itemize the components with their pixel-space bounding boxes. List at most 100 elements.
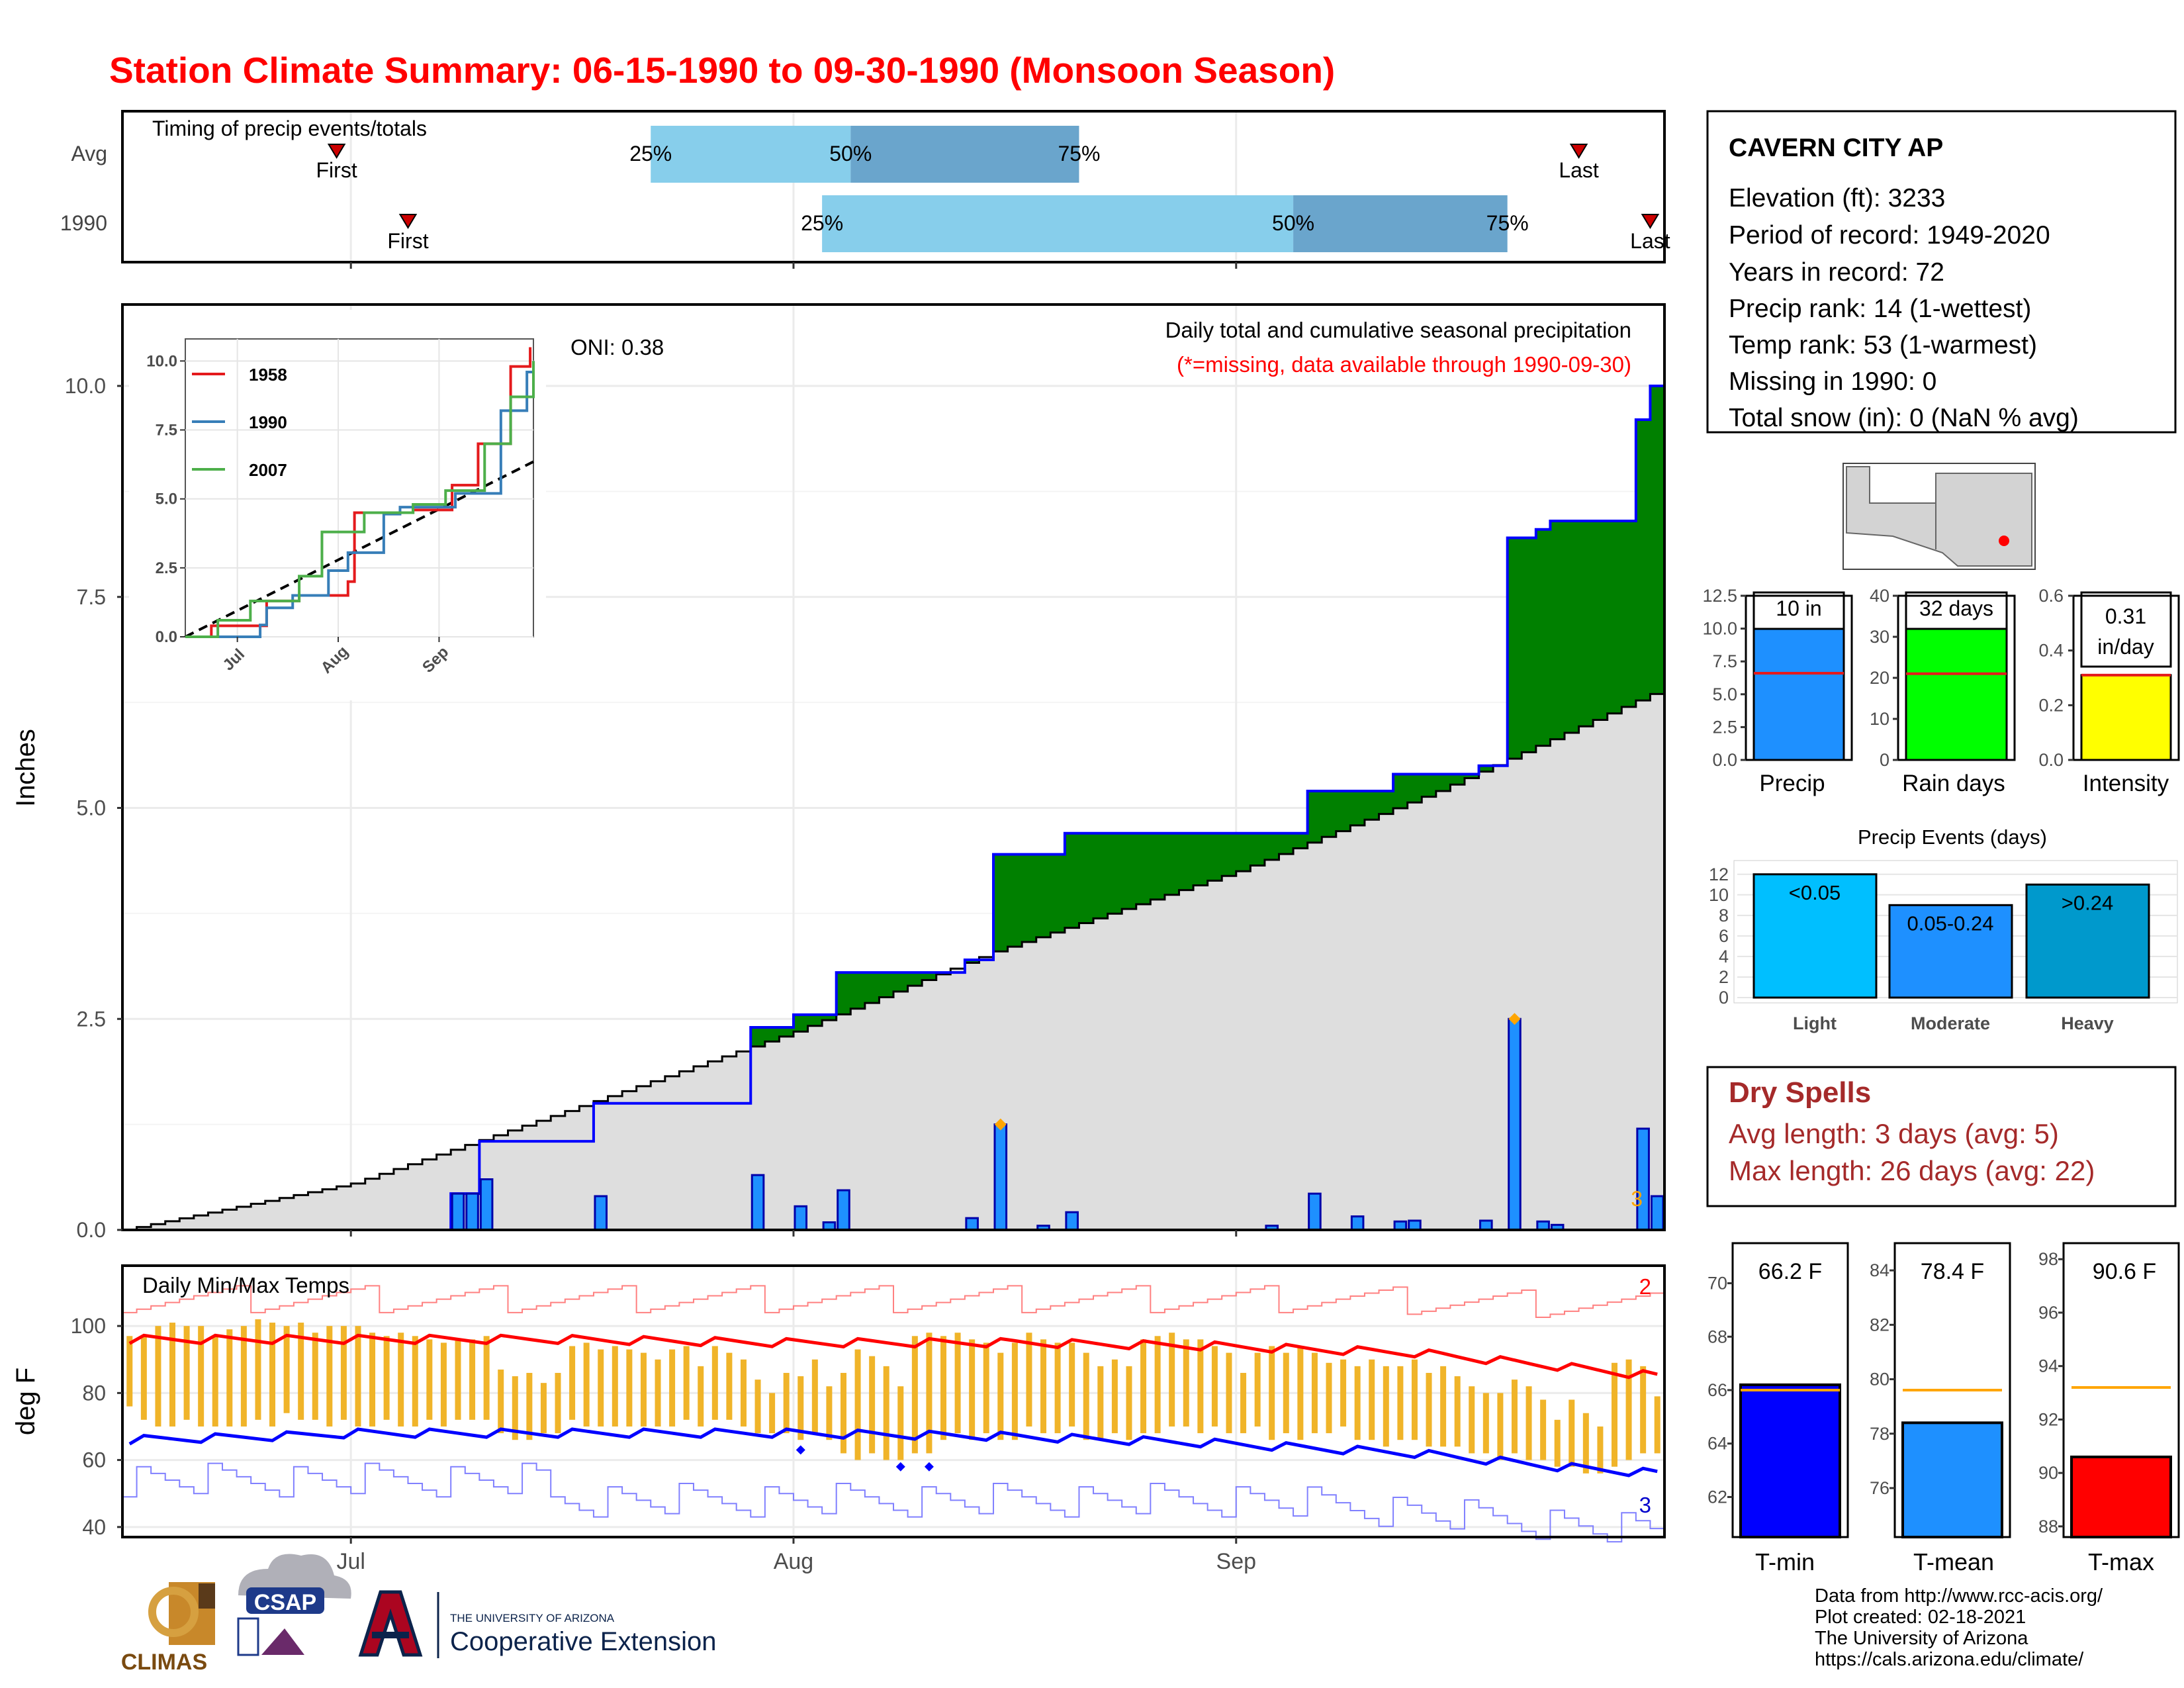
daily-precip-bar	[794, 1205, 808, 1231]
precip-y-axis-label: Inches	[11, 729, 40, 807]
daily-temp-range-bar	[383, 1336, 390, 1420]
events-y-tick-label: 6	[1719, 926, 1729, 946]
daily-temp-range-bar	[1254, 1352, 1261, 1427]
avg-50pct-label: 50%	[829, 142, 872, 165]
daily-temp-range-bar	[698, 1366, 704, 1427]
events-bar-label: <0.05	[1789, 881, 1841, 904]
credits: Data from http://www.rcc-acis.org/ Plot …	[1815, 1585, 2103, 1670]
avg-first-marker-icon	[327, 144, 346, 159]
daily-temp-range-bar	[455, 1339, 461, 1420]
daily-temp-range-bar	[426, 1339, 433, 1420]
daily-temp-range-bar	[183, 1326, 190, 1420]
temp-y-tick-label: 40	[82, 1515, 106, 1539]
avg-last-label: Last	[1559, 158, 1599, 182]
precip-summary-label: Precip	[1759, 771, 1825, 796]
daily-temp-range-bar	[1069, 1342, 1075, 1427]
temp-gridlines	[122, 1267, 1664, 1536]
timing-panel-title: Timing of precip events/totals	[152, 117, 427, 140]
station-period: Period of record: 1949-2020	[1729, 221, 2050, 250]
tmean-y-tick-label: 76	[1870, 1478, 1889, 1498]
tmin-y-tick-label: 68	[1707, 1327, 1727, 1346]
daily-temp-range-bar	[1354, 1366, 1361, 1440]
daily-temp-range-bar	[1011, 1342, 1018, 1440]
station-snow: Total snow (in): 0 (NaN % avg)	[1729, 404, 2079, 432]
precip-y-tick-label: 12.5	[1702, 586, 1737, 606]
station-temp-rank: Temp rank: 53 (1-warmest)	[1729, 331, 2037, 359]
tmean-y-tick-label: 82	[1870, 1315, 1889, 1335]
daily-temp-range-bar	[1569, 1399, 1575, 1467]
extreme-markers	[994, 1013, 1521, 1131]
daily-precip-bar	[1408, 1219, 1422, 1231]
daily-temp-range-bar	[1582, 1413, 1589, 1474]
precip-subtitle: Daily total and cumulative seasonal prec…	[1165, 318, 1631, 342]
daily-temp-range-bar	[926, 1333, 933, 1454]
daily-temp-range-bar	[240, 1326, 247, 1427]
temp-summary-charts: 62 64 66 68 70 76 78 80 82 84 88 90 92 94 96 98	[1707, 1242, 2180, 1539]
daily-temp-range-bar	[1097, 1366, 1104, 1440]
station-location-dot	[1999, 536, 2009, 546]
events-category-label: Heavy	[2061, 1013, 2114, 1033]
precip-summary-y-ticks: 0.0 2.5 5.0 7.5 10.0 12.5	[1702, 586, 1853, 770]
1990-25pct-label: 25%	[801, 211, 843, 235]
daily-temp-range-bar	[598, 1349, 604, 1427]
rain-days-summary-label: Rain days	[1902, 771, 2005, 796]
rain-days-value-box	[1905, 591, 2008, 630]
daily-precip-bar	[993, 1123, 1008, 1231]
tmax-value-label: 90.6 F	[2093, 1259, 2156, 1284]
tmax-y-tick-label: 92	[2038, 1409, 2058, 1429]
daily-temp-range-bar	[1140, 1339, 1147, 1434]
daily-temp-range-bar	[312, 1333, 318, 1420]
temp-records-high-count: 2	[1639, 1274, 1651, 1299]
daily-temp-range-bar	[1311, 1352, 1318, 1434]
daily-temp-range-bar	[1083, 1352, 1089, 1440]
daily-temp-range-bar	[1611, 1362, 1617, 1467]
tmean-summary-bar	[1901, 1421, 2003, 1538]
daily-temp-range-bar	[940, 1336, 947, 1440]
daily-temp-range-bar	[655, 1359, 661, 1427]
daily-temp-range-bar	[1554, 1419, 1561, 1467]
daily-temp-range-bar	[726, 1352, 733, 1420]
daily-temp-range-bar	[398, 1333, 404, 1427]
daily-temp-range-bar	[1469, 1386, 1475, 1454]
csap-logo-text: CSAP	[254, 1590, 316, 1615]
precip-events-bars: <0.05 Light 0.05-0.24 Moderate >0.24 Heavy	[1752, 873, 2150, 1033]
daily-temp-range-bar	[512, 1376, 518, 1440]
record-high-line	[122, 1285, 1664, 1318]
average-max-line	[128, 1333, 1658, 1380]
precip-panel: ONI: 0.38 Daily total and cumulative sea…	[11, 303, 1666, 1242]
precip-y-tick-label: 7.5	[77, 585, 106, 609]
legend-label-2007: 2007	[249, 460, 287, 480]
daily-temp-range-bar	[340, 1326, 347, 1420]
intensity-summary-label: Intensity	[2083, 771, 2169, 796]
daily-temp-range-bar	[826, 1386, 833, 1440]
intensity-summary-y-ticks: 0.0 0.2 0.4 0.6	[2038, 586, 2180, 770]
daily-temp-range-bar	[1054, 1342, 1061, 1434]
daily-temp-range-bar	[1040, 1339, 1047, 1434]
temp-y-axis-label: deg F	[11, 1368, 40, 1435]
tmax-y-tick-label: 90	[2038, 1463, 2058, 1483]
rain-days-summary: 32 days 0 10 20 30 40 Rain days	[1870, 586, 2016, 796]
precip-events-title: Precip Events (days)	[1858, 825, 2047, 849]
tmax-y-tick-label: 94	[2038, 1356, 2058, 1376]
inset-y-tick-label: 5.0	[156, 491, 177, 508]
daily-temp-range-bar	[1383, 1366, 1389, 1447]
daily-temp-range-bar	[1297, 1346, 1304, 1440]
daily-temp-range-bar	[212, 1336, 218, 1427]
events-y-tick-label: 8	[1719, 906, 1729, 925]
record-low-marker-icon	[895, 1462, 905, 1472]
daily-precip-bar	[479, 1178, 494, 1231]
tmin-y-tick-label: 64	[1707, 1434, 1727, 1454]
avg-quartile-25-50-bar	[651, 126, 851, 183]
daily-precip-bar	[1479, 1219, 1493, 1231]
daily-temp-range-bar	[683, 1346, 690, 1420]
daily-temp-range-bar	[155, 1326, 161, 1427]
tmean-label: T-mean	[1913, 1548, 1994, 1575]
daily-temp-range-bar	[298, 1323, 304, 1420]
legend-label-1958: 1958	[249, 365, 287, 385]
daily-temp-range-bar	[1269, 1346, 1275, 1440]
daily-temp-range-bar	[198, 1326, 205, 1427]
temp-y-tick-label: 80	[82, 1381, 106, 1405]
station-elevation: Elevation (ft): 3233	[1729, 184, 1945, 212]
daily-temp-range-bar	[1226, 1352, 1232, 1434]
daily-temp-range-bar	[555, 1372, 561, 1434]
